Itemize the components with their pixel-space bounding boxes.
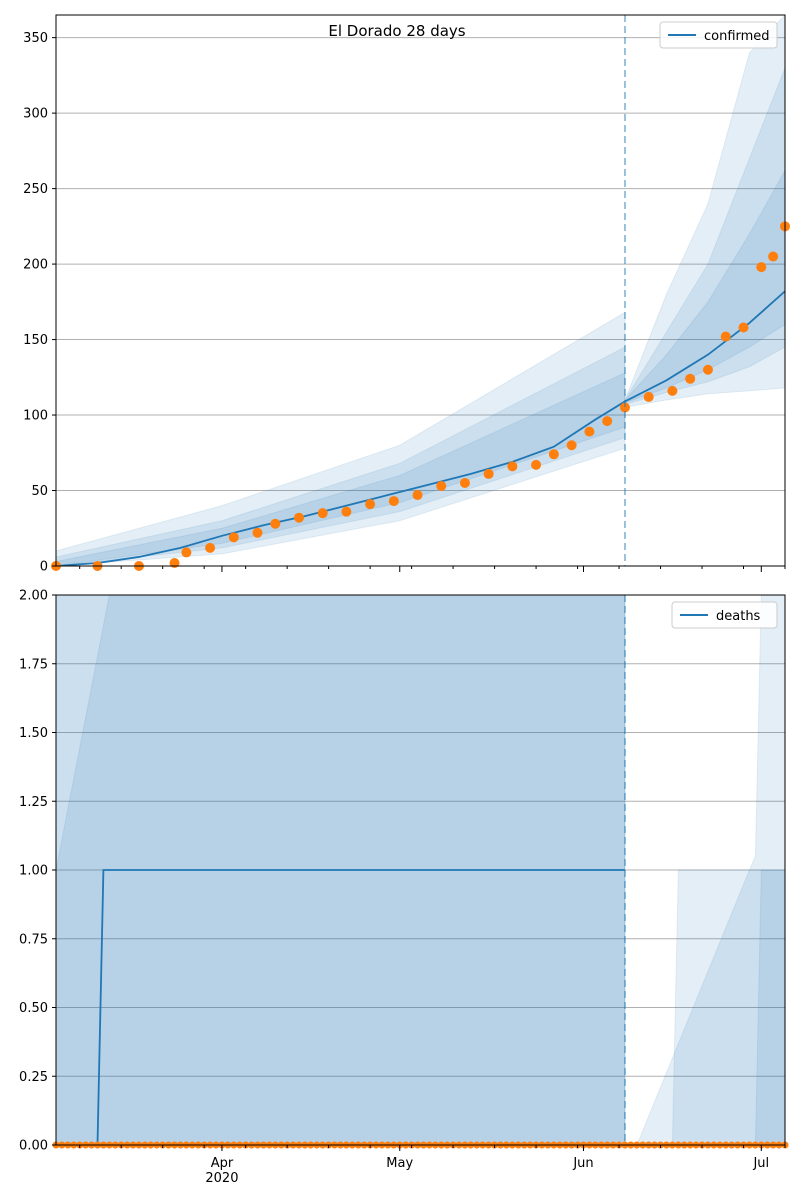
observed-point (270, 518, 281, 529)
y-tick-label: 0 (40, 560, 48, 575)
observed-point (228, 532, 239, 543)
x-tick-sublabel: 2020 (205, 1171, 238, 1186)
legend-label: confirmed (704, 29, 770, 44)
x-tick-label: May (386, 1156, 413, 1171)
observed-points (51, 221, 790, 571)
observed-point (317, 508, 328, 519)
observed-point (702, 364, 713, 375)
observed-point (459, 477, 470, 488)
y-tick-label: 0.50 (19, 1001, 48, 1016)
y-tick-label: 250 (23, 182, 48, 197)
observed-point (507, 461, 518, 472)
observed-point (412, 490, 423, 501)
legend: confirmed (659, 21, 778, 49)
observed-point (602, 416, 613, 427)
observed-point (667, 385, 678, 396)
observed-point (169, 557, 180, 568)
legend-box (659, 21, 778, 49)
observed-point (531, 459, 542, 470)
legend: deaths (671, 601, 778, 629)
observed-point (252, 527, 263, 538)
observed-point (619, 402, 630, 413)
observed-point (294, 512, 304, 523)
legend-label: deaths (716, 609, 761, 624)
observed-point (341, 506, 352, 517)
y-tick-label: 1.00 (19, 864, 48, 879)
observed-point (756, 262, 767, 273)
confirmed-line (55, 290, 786, 567)
plot-frame (55, 14, 786, 567)
observed-point (181, 547, 192, 558)
y-tick-label: 0.75 (19, 932, 48, 947)
y-axis-ticks: 0 50 100 150 200 250 300 350 (23, 31, 56, 575)
chart-title: El Dorado 28 days (328, 22, 465, 40)
observed-point (436, 480, 447, 491)
observed-point (643, 391, 654, 402)
observed-point (738, 322, 749, 333)
x-tick-label: Jun (572, 1156, 593, 1171)
y-tick-label: 200 (23, 258, 48, 273)
observed-point (566, 440, 577, 451)
y-tick-label: 2.00 (19, 589, 48, 604)
y-tick-label: 300 (23, 107, 48, 122)
y-tick-label: 1.50 (19, 726, 48, 741)
y-tick-label: 50 (31, 484, 48, 499)
observed-point (205, 542, 216, 553)
observed-point (388, 496, 399, 507)
series-lines (55, 290, 786, 567)
deaths-panel: 0.00 0.25 0.50 0.75 1.00 1.25 1.50 1.75 2.00 Apr… (19, 589, 789, 1186)
observed-point (548, 449, 559, 460)
x-tick-label: Apr (211, 1156, 234, 1171)
observed-point (685, 373, 696, 384)
y-axis-ticks: 0.00 0.25 0.50 0.75 1.00 1.25 1.50 1.75 2.00 (19, 589, 56, 1154)
y-tick-label: 0.25 (19, 1070, 48, 1085)
observed-point (768, 251, 779, 262)
y-tick-label: 350 (23, 31, 48, 46)
x-tick-label: Jul (752, 1156, 769, 1171)
y-tick-label: 1.25 (19, 795, 48, 810)
y-tick-label: 100 (23, 409, 48, 424)
y-tick-label: 1.75 (19, 657, 48, 672)
y-tick-label: 150 (23, 333, 48, 348)
y-tick-label: 0.00 (19, 1139, 48, 1154)
observed-point (584, 426, 595, 437)
observed-point (720, 331, 731, 342)
observed-point (365, 499, 376, 510)
observed-point (483, 468, 494, 479)
x-axis-ticks (79, 566, 786, 572)
plot-area (56, 15, 785, 566)
legend-box (671, 601, 778, 629)
